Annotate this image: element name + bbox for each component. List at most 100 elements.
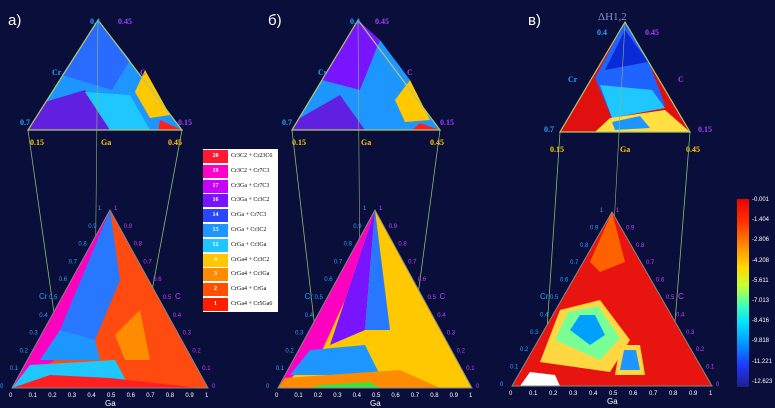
bottom-tick-label: 0.6 bbox=[127, 393, 136, 399]
legend-swatch: 1 bbox=[203, 298, 228, 311]
legend-row: 19 Cr3C2 + Cr7C3 bbox=[203, 164, 278, 179]
axis-label-cr: Cr bbox=[305, 292, 314, 301]
panel-c-title: ΔH1,2 bbox=[598, 11, 627, 23]
panel-c-zoom-triangle bbox=[558, 20, 692, 133]
bottom-tick-label: 0.8 bbox=[669, 391, 678, 397]
left-tick-label: 0.5 bbox=[315, 295, 324, 301]
legend-row: 1 CrGa4 + Cr5Ga6 bbox=[203, 297, 278, 312]
legend-text: Cr3Ga + Cr3C2 bbox=[231, 197, 270, 204]
zoom-label-top: 0.4 bbox=[350, 17, 360, 26]
bottom-tick-label: 0.5 bbox=[609, 391, 618, 397]
axis-label-cr: Cr bbox=[540, 292, 549, 301]
right-tick-label: 0.4 bbox=[676, 312, 685, 318]
right-tick-label: 0.7 bbox=[646, 260, 655, 266]
left-tick-label: 0.4 bbox=[305, 313, 314, 319]
right-tick-label: 0.1 bbox=[202, 366, 211, 372]
legend-row: 2 CrGa4 + CrGa bbox=[203, 282, 278, 297]
zoom-label-cr: Cr bbox=[52, 68, 62, 77]
zoom-base-right: 0.45 bbox=[430, 138, 444, 147]
legend-row: 13 CrGa + Cr3C2 bbox=[203, 223, 278, 238]
right-tick-label: 1 bbox=[114, 206, 118, 212]
legend-row: 12 CrGa + Cr3Ga bbox=[203, 238, 278, 253]
zoom-base-right: 0.45 bbox=[168, 138, 182, 147]
bottom-tick-label: 0.9 bbox=[185, 393, 194, 399]
zoom-base-right: 0.45 bbox=[686, 145, 700, 154]
zoom-label-left-bottom: 0.7 bbox=[282, 118, 292, 127]
left-tick-label: 0 bbox=[266, 384, 270, 390]
legend-row: 17 Cr3Ga + Cr7C3 bbox=[203, 179, 278, 194]
bottom-tick-label: 0.6 bbox=[391, 393, 400, 399]
right-tick-label: 0.3 bbox=[183, 331, 192, 337]
colorbar-tick-label: -1.404 bbox=[752, 217, 770, 224]
bottom-tick-label: 0.6 bbox=[629, 391, 638, 397]
right-tick-label: 0.5 bbox=[428, 295, 437, 301]
colorbar-tick-label: -2.806 bbox=[752, 237, 770, 244]
legend-text: CrGa + Cr3C2 bbox=[231, 227, 267, 233]
panel-a-zoom-triangle bbox=[26, 18, 184, 131]
left-tick-label: 0.2 bbox=[520, 347, 529, 353]
legend-row: 14 CrGa + Cr7C3 bbox=[203, 208, 278, 223]
panel-b-full-triangle bbox=[277, 208, 473, 389]
axis-label-cr: Cr bbox=[39, 292, 48, 301]
legend-row: 3 CrGa4 + Cr3Ga bbox=[203, 267, 278, 282]
colorbar-tick-label: -7.013 bbox=[752, 298, 770, 304]
panel-b: б) 0.4 0.45 Cr C 0.7 0.15 0.15 Ga 0.45 bbox=[268, 12, 473, 389]
right-tick-label: 0.6 bbox=[418, 277, 427, 283]
legend-row: 20 Cr3C2 + Cr23C6 bbox=[203, 149, 278, 164]
left-tick-label: 0 bbox=[0, 384, 4, 390]
left-tick-label: 0.7 bbox=[570, 260, 579, 266]
left-tick-label: 0.2 bbox=[20, 348, 29, 354]
right-tick-label: 0.1 bbox=[466, 366, 475, 372]
bottom-tick-label: 0.8 bbox=[430, 393, 439, 399]
legend-row: 16 Cr3Ga + Cr3C2 bbox=[203, 193, 278, 208]
bottom-tick-label: 0.9 bbox=[689, 391, 698, 397]
left-tick-label: 0.9 bbox=[590, 225, 599, 231]
zoom-label-top: 0.4 bbox=[90, 17, 100, 26]
right-tick-label: 0 bbox=[716, 382, 720, 388]
legend-swatch: 14 bbox=[203, 209, 228, 223]
full-triangle-axes: 00 00.10.1 0.10.20.2 0.20.30.3 0.30.40.4 0.40… bbox=[0, 206, 720, 408]
bottom-tick-label: 1 bbox=[205, 393, 209, 399]
right-tick-label: 0.6 bbox=[656, 278, 665, 284]
colorbar bbox=[737, 199, 749, 387]
bottom-tick-label: 0.8 bbox=[166, 393, 175, 399]
right-tick-label: 0 bbox=[212, 384, 216, 390]
left-tick-label: 0.3 bbox=[530, 330, 539, 336]
legend-text: CrGa4 + Cr3Ga bbox=[231, 271, 270, 278]
right-tick-label: 0.4 bbox=[173, 313, 182, 319]
zoom-label-c: C bbox=[407, 68, 413, 77]
colorbar-tick-label: -0.001 bbox=[752, 197, 770, 203]
left-tick-label: 0.8 bbox=[580, 243, 589, 249]
zoom-label-right-bottom: 0.15 bbox=[698, 125, 712, 134]
zoom-label-c: C bbox=[678, 75, 684, 84]
left-tick-label: 0.1 bbox=[10, 366, 19, 372]
right-tick-label: 0.7 bbox=[408, 259, 417, 265]
right-tick-label: 0.3 bbox=[447, 331, 456, 337]
axis-label-c: C bbox=[440, 292, 446, 301]
right-tick-label: 0.3 bbox=[686, 330, 695, 336]
zoom-label-right-bottom: 0.15 bbox=[440, 118, 454, 127]
panel-c: в) ΔH1,2 0.4 0.45 Cr C 0.7 0.15 0.15 Ga … bbox=[511, 11, 713, 387]
axis-label-ga: Ga bbox=[105, 399, 116, 408]
zoom-base-mid: Ga bbox=[620, 145, 630, 154]
bottom-tick-label: 0.1 bbox=[294, 393, 303, 399]
bottom-tick-label: 1 bbox=[469, 393, 473, 399]
legend-text: CrGa + Cr3Ga bbox=[231, 241, 267, 248]
panel-a-letter: а) bbox=[8, 12, 21, 29]
panel-c-letter: в) bbox=[528, 12, 541, 29]
left-tick-label: 0.3 bbox=[295, 331, 304, 337]
zoom-label-top-right: 0.45 bbox=[118, 17, 132, 26]
bottom-tick-label: 0.4 bbox=[87, 393, 96, 399]
axis-label-c: C bbox=[175, 292, 181, 301]
legend-swatch: 13 bbox=[203, 224, 228, 237]
panel-a: а) 0.4 0.45 Cr C 0.7 0.15 0.15 Ga 0.45 bbox=[8, 12, 209, 389]
bottom-tick-label: 0.5 bbox=[107, 393, 116, 399]
left-tick-label: 0.5 bbox=[550, 295, 559, 301]
legend-text: CrGa + Cr7C3 bbox=[231, 212, 267, 219]
zoom-label-top: 0.4 bbox=[597, 28, 607, 37]
right-tick-label: 0.5 bbox=[666, 295, 675, 301]
right-tick-label: 0.9 bbox=[124, 224, 133, 230]
right-tick-label: 0.4 bbox=[437, 313, 446, 319]
colorbar-tick-label: -11.221 bbox=[752, 358, 772, 365]
